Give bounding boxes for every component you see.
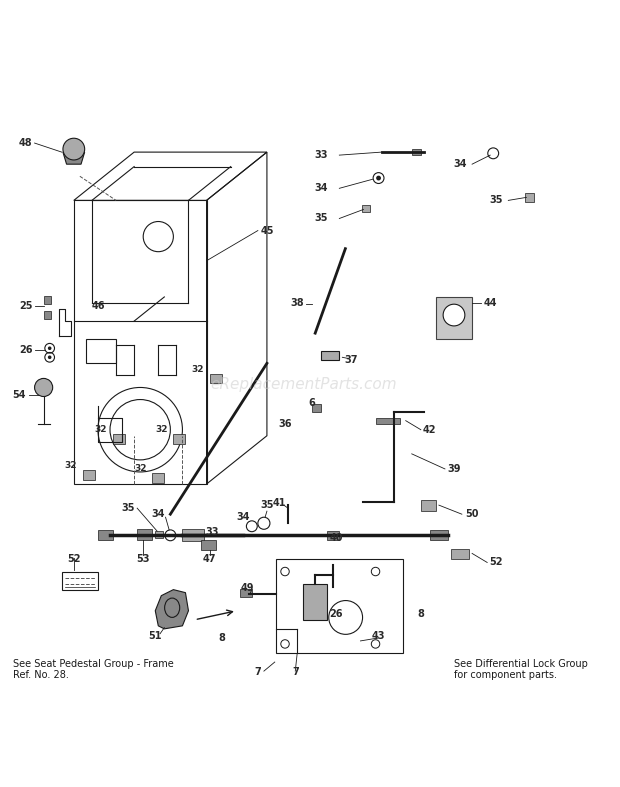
Bar — [113, 434, 125, 444]
Circle shape — [443, 305, 465, 326]
Text: 52: 52 — [67, 555, 81, 564]
Text: 8: 8 — [417, 609, 424, 619]
Text: 35: 35 — [489, 195, 503, 205]
Bar — [421, 501, 436, 512]
Text: 34: 34 — [236, 512, 249, 523]
Text: 6: 6 — [309, 397, 316, 408]
Circle shape — [48, 356, 51, 359]
Text: 7: 7 — [292, 667, 299, 678]
Bar — [525, 193, 534, 201]
Text: 32: 32 — [64, 461, 77, 471]
Text: 38: 38 — [290, 298, 304, 308]
Text: 32: 32 — [191, 365, 204, 374]
Text: 46: 46 — [91, 301, 105, 311]
Text: 52: 52 — [489, 557, 503, 567]
Text: 44: 44 — [484, 298, 497, 308]
Text: 34: 34 — [453, 159, 467, 169]
Text: 37: 37 — [345, 355, 358, 365]
Text: 45: 45 — [260, 226, 273, 235]
Text: See Differential Lock Group
for component parts.: See Differential Lock Group for componen… — [454, 659, 588, 680]
Bar — [43, 311, 51, 320]
Text: 35: 35 — [314, 213, 328, 224]
Bar — [86, 339, 116, 364]
Text: 40: 40 — [330, 534, 343, 543]
Text: 54: 54 — [13, 390, 26, 400]
Text: 48: 48 — [19, 138, 32, 148]
Text: 35: 35 — [122, 503, 135, 513]
Text: 36: 36 — [278, 419, 292, 429]
Text: 33: 33 — [314, 150, 328, 160]
Text: 34: 34 — [314, 183, 328, 194]
Bar — [98, 530, 113, 540]
Bar — [83, 470, 95, 480]
Circle shape — [376, 176, 381, 180]
Bar — [321, 351, 339, 360]
Bar — [376, 418, 400, 423]
Bar — [312, 405, 321, 412]
Text: 34: 34 — [151, 509, 165, 519]
Bar — [451, 549, 469, 560]
Text: 32: 32 — [134, 464, 146, 474]
Bar — [182, 530, 203, 541]
Text: 26: 26 — [330, 609, 343, 619]
Bar — [155, 531, 162, 538]
Text: 33: 33 — [206, 527, 219, 538]
Text: eReplacementParts.com: eReplacementParts.com — [210, 377, 396, 392]
Text: 25: 25 — [19, 301, 32, 311]
Text: 41: 41 — [272, 498, 286, 508]
Text: 35: 35 — [260, 501, 273, 510]
Polygon shape — [155, 589, 188, 629]
Circle shape — [48, 346, 51, 350]
Text: 32: 32 — [155, 425, 167, 434]
Polygon shape — [63, 152, 85, 164]
Bar — [412, 149, 421, 155]
Text: 51: 51 — [149, 631, 162, 641]
Text: 8: 8 — [218, 633, 225, 643]
Text: 26: 26 — [19, 345, 32, 355]
Bar — [200, 540, 216, 550]
Bar — [153, 473, 164, 482]
Text: 49: 49 — [241, 583, 254, 593]
Bar — [276, 560, 403, 653]
Text: 53: 53 — [136, 555, 150, 564]
Circle shape — [63, 139, 85, 160]
Bar — [362, 205, 370, 212]
Bar — [43, 296, 51, 305]
Text: See Seat Pedestal Group - Frame
Ref. No. 28.: See Seat Pedestal Group - Frame Ref. No.… — [14, 659, 174, 680]
Text: 39: 39 — [447, 464, 461, 474]
Text: 50: 50 — [466, 509, 479, 519]
Bar — [137, 529, 153, 540]
Bar — [174, 434, 185, 444]
Circle shape — [35, 379, 53, 397]
Bar — [436, 297, 472, 339]
Bar — [240, 589, 252, 597]
Text: 43: 43 — [372, 631, 385, 641]
Text: 42: 42 — [423, 425, 436, 434]
Text: 32: 32 — [95, 425, 107, 434]
Bar — [430, 530, 448, 540]
Bar — [210, 374, 222, 383]
Text: 7: 7 — [254, 667, 261, 678]
Text: 47: 47 — [203, 555, 216, 564]
Bar — [327, 531, 339, 540]
Bar — [303, 584, 327, 620]
